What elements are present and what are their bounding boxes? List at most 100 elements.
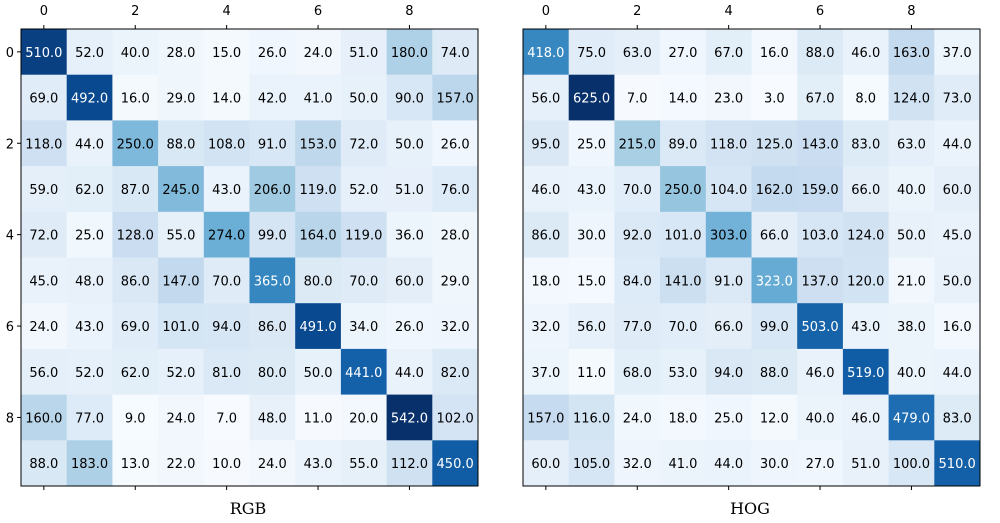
rgb-cell-label: 50.0 xyxy=(349,92,378,107)
hog-cell-label: 100.0 xyxy=(893,457,930,472)
hog-cell-r6-c2 xyxy=(614,303,661,350)
hog-cell-label: 44.0 xyxy=(943,137,972,152)
rgb-cell-label: 29.0 xyxy=(441,274,470,289)
hog-axes-frame xyxy=(522,28,981,487)
rgb-cell-label: 77.0 xyxy=(75,411,104,426)
rgb-cell-r1-c8 xyxy=(386,74,433,121)
hog-cell-label: 44.0 xyxy=(943,366,972,381)
hog-cell-r4-c2 xyxy=(614,211,661,258)
hog-cell-label: 510.0 xyxy=(939,457,976,472)
hog-cell-label: 16.0 xyxy=(943,320,972,335)
hog-cell-label: 84.0 xyxy=(623,274,652,289)
hog-cell-label: 418.0 xyxy=(527,46,564,61)
hog-cell-r4-c3 xyxy=(660,211,707,258)
hog-cell-label: 60.0 xyxy=(531,457,560,472)
hog-cell-label: 30.0 xyxy=(760,457,789,472)
hog-cell-r1-c6 xyxy=(797,74,844,121)
rgb-cell-r6-c9 xyxy=(432,303,479,350)
hog-cell-label: 15.0 xyxy=(577,274,606,289)
rgb-cell-label: 87.0 xyxy=(121,183,150,198)
hog-cell-r3-c9 xyxy=(934,166,981,213)
hog-cell-r5-c5 xyxy=(751,257,798,304)
rgb-cell-label: 28.0 xyxy=(166,46,195,61)
hog-cell-label: 25.0 xyxy=(714,411,743,426)
hog-cell-r0-c4 xyxy=(705,29,752,76)
hog-cell-r8-c1 xyxy=(568,394,615,441)
rgb-cell-r7-c9 xyxy=(432,348,479,396)
rgb-cell-r4-c1 xyxy=(66,211,113,258)
rgb-cell-r7-c6 xyxy=(295,348,342,396)
hog-cell-r9-c5 xyxy=(751,440,798,487)
rgb-cell-label: 183.0 xyxy=(71,457,108,472)
hog-cell-r3-c6 xyxy=(797,166,844,213)
hog-cell-r0-c2 xyxy=(614,29,661,76)
hog-cell-label: 63.0 xyxy=(623,46,652,61)
rgb-cell-label: 160.0 xyxy=(25,411,62,426)
hog-cell-label: 73.0 xyxy=(943,92,972,107)
rgb-cell-label: 14.0 xyxy=(212,92,241,107)
hog-cell-r3-c7 xyxy=(842,166,890,213)
hog-cell-r9-c6 xyxy=(797,440,844,487)
rgb-cell-r3-c4 xyxy=(203,166,250,213)
rgb-cell-r8-c1 xyxy=(66,394,113,441)
hog-cell-label: 50.0 xyxy=(943,274,972,289)
hog-cell-r8-c7 xyxy=(842,394,890,441)
rgb-cell-label: 180.0 xyxy=(391,46,428,61)
rgb-cell-label: 52.0 xyxy=(349,183,378,198)
hog-cell-r0-c6 xyxy=(797,29,844,76)
rgb-cell-r2-c2 xyxy=(112,120,159,167)
hog-cell-label: 14.0 xyxy=(668,92,697,107)
hog-cell-label: 124.0 xyxy=(893,92,930,107)
rgb-cell-label: 29.0 xyxy=(166,92,195,107)
hog-cell-label: 137.0 xyxy=(801,274,838,289)
hog-cell-r2-c0 xyxy=(523,120,570,167)
rgb-cell-label: 26.0 xyxy=(441,137,470,152)
rgb-cell-label: 48.0 xyxy=(75,274,104,289)
hog-cell-label: 37.0 xyxy=(943,46,972,61)
hog-cell-r4-c1 xyxy=(568,211,615,258)
hog-cell-label: 77.0 xyxy=(623,320,652,335)
hog-cell-r8-c8 xyxy=(888,394,935,441)
hog-cell-r0-c7 xyxy=(842,29,890,76)
rgb-cell-r0-c3 xyxy=(158,29,205,76)
rgb-cell-label: 51.0 xyxy=(395,183,424,198)
rgb-cell-r0-c1 xyxy=(66,29,113,76)
hog-cell-label: 45.0 xyxy=(943,229,972,244)
hog-cell-label: 30.0 xyxy=(577,229,606,244)
rgb-y-tick-label: 0 xyxy=(6,46,14,61)
hog-panel-title: HOG xyxy=(730,499,770,518)
rgb-cell-r0-c7 xyxy=(340,29,388,76)
rgb-cell-r8-c2 xyxy=(112,394,159,441)
rgb-cell-r6-c0 xyxy=(21,303,68,350)
rgb-cell-label: 44.0 xyxy=(75,137,104,152)
rgb-cell-label: 118.0 xyxy=(25,137,62,152)
hog-cell-r8-c9 xyxy=(934,394,981,441)
hog-cell-label: 141.0 xyxy=(664,274,701,289)
rgb-cell-r3-c3 xyxy=(158,166,205,213)
rgb-cell-r6-c6 xyxy=(295,303,342,350)
rgb-cell-r5-c2 xyxy=(112,257,159,304)
hog-cell-label: 125.0 xyxy=(756,137,793,152)
hog-cell-r3-c8 xyxy=(888,166,935,213)
rgb-cell-label: 90.0 xyxy=(395,92,424,107)
hog-cell-r2-c1 xyxy=(568,120,615,167)
hog-cell-r2-c5 xyxy=(751,120,798,167)
rgb-cell-r4-c3 xyxy=(158,211,205,258)
rgb-axes-frame xyxy=(20,28,479,487)
hog-cell-r9-c7 xyxy=(842,440,890,487)
hog-cell-label: 479.0 xyxy=(893,411,930,426)
hog-cell-label: 86.0 xyxy=(531,229,560,244)
rgb-cell-label: 450.0 xyxy=(437,457,474,472)
rgb-y-tick-label: 8 xyxy=(6,411,14,426)
hog-cell-label: 40.0 xyxy=(897,366,926,381)
rgb-x-tick-label: 0 xyxy=(40,4,48,19)
hog-cell-label: 40.0 xyxy=(806,411,835,426)
hog-cell-label: 83.0 xyxy=(943,411,972,426)
hog-cell-r7-c2 xyxy=(614,348,661,396)
hog-cell-r9-c3 xyxy=(660,440,707,487)
hog-cell-r5-c0 xyxy=(523,257,570,304)
hog-cell-label: 50.0 xyxy=(897,229,926,244)
rgb-cell-label: 28.0 xyxy=(441,229,470,244)
rgb-cell-label: 20.0 xyxy=(349,411,378,426)
